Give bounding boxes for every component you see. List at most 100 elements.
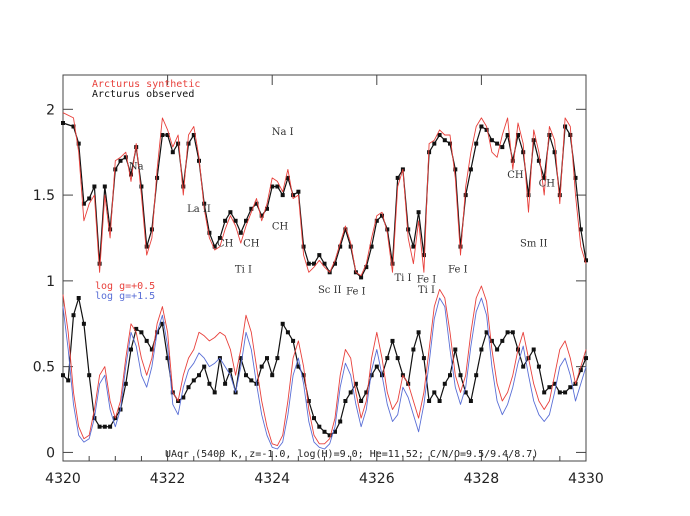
- model-caption: UAqr (5400 K, z=-1.0, log(H)=9.0; He=11.…: [165, 449, 538, 460]
- data-point: [280, 193, 285, 198]
- line-id-label: CH: [217, 239, 234, 250]
- data-point: [181, 184, 186, 189]
- data-point: [495, 141, 500, 146]
- data-point: [510, 158, 515, 163]
- y-tick-label: 1.5: [33, 188, 55, 204]
- data-point: [244, 373, 248, 378]
- data-point: [301, 244, 306, 249]
- data-point: [186, 385, 191, 390]
- data-point: [416, 210, 421, 215]
- line-id-label: Fe I: [448, 264, 467, 275]
- data-point: [244, 218, 248, 223]
- data-point: [427, 399, 432, 403]
- data-point: [557, 390, 562, 395]
- data-point: [144, 244, 149, 249]
- data-point: [97, 261, 102, 266]
- data-point: [468, 167, 473, 172]
- data-point: [291, 193, 296, 198]
- data-point: [484, 127, 489, 132]
- data-point: [573, 175, 578, 180]
- data-point: [301, 373, 306, 378]
- data-point: [254, 201, 259, 206]
- y-tick-label: 0.5: [33, 360, 55, 376]
- data-point: [87, 373, 92, 378]
- data-point: [437, 399, 442, 403]
- data-point: [390, 261, 395, 266]
- data-point: [390, 338, 395, 343]
- data-point: [217, 236, 222, 240]
- data-point: [578, 368, 583, 373]
- line-id-label: Fe I: [346, 287, 365, 298]
- line-id-label: Ti I: [235, 264, 252, 275]
- data-point: [489, 338, 494, 343]
- data-point: [500, 338, 505, 343]
- data-point: [395, 356, 400, 361]
- y-tick-label: 2: [46, 102, 55, 118]
- data-point: [87, 196, 92, 201]
- data-point: [521, 364, 526, 369]
- data-point: [306, 261, 311, 266]
- data-point: [134, 326, 139, 331]
- data-point: [448, 373, 452, 378]
- data-point: [343, 227, 348, 232]
- legend-top-observed: Arcturus observed: [92, 89, 194, 100]
- data-point: [489, 138, 494, 143]
- data-point: [322, 429, 327, 434]
- data-point: [458, 373, 463, 378]
- line-id-label: CH: [539, 179, 556, 190]
- data-point: [442, 138, 447, 143]
- data-point: [359, 399, 364, 403]
- data-point: [265, 206, 269, 211]
- x-tick-label: 4322: [150, 471, 186, 487]
- data-point: [421, 356, 426, 361]
- data-point: [291, 338, 296, 343]
- data-point: [327, 433, 332, 438]
- data-point: [364, 390, 369, 395]
- data-point: [92, 184, 97, 189]
- data-point: [249, 378, 254, 383]
- data-point: [259, 213, 264, 218]
- data-point: [223, 218, 228, 223]
- data-point: [223, 381, 228, 386]
- data-point: [448, 141, 452, 146]
- data-point: [317, 253, 322, 258]
- data-point: [547, 133, 552, 137]
- line-id-label: La II: [187, 204, 211, 215]
- data-point: [385, 356, 390, 361]
- data-point: [108, 424, 113, 429]
- data-point: [416, 330, 421, 335]
- data-point: [411, 244, 416, 249]
- data-point: [81, 201, 86, 206]
- data-point: [542, 390, 547, 395]
- data-point: [453, 167, 458, 172]
- data-point: [176, 141, 181, 146]
- data-point: [348, 244, 353, 249]
- x-tick-label: 4330: [568, 471, 604, 487]
- data-point: [149, 227, 154, 232]
- data-point: [505, 330, 510, 335]
- data-point: [202, 364, 207, 369]
- data-point: [338, 419, 343, 424]
- data-point: [369, 244, 374, 249]
- line-id-label: CH: [507, 170, 524, 181]
- data-point: [212, 390, 217, 395]
- data-point: [437, 133, 442, 137]
- data-point: [129, 172, 133, 177]
- data-point: [270, 184, 275, 189]
- legend-bottom-logg15: log g=+1.5: [95, 291, 155, 302]
- x-tick-label: 4324: [254, 471, 290, 487]
- data-point: [526, 193, 531, 198]
- data-point: [322, 261, 327, 266]
- data-point: [118, 158, 123, 163]
- data-point: [552, 150, 557, 155]
- x-tick-label: 4320: [45, 471, 81, 487]
- data-point: [385, 227, 390, 232]
- data-point: [123, 381, 128, 386]
- data-point: [280, 321, 285, 326]
- data-point: [228, 368, 233, 373]
- line-id-label: CH: [272, 221, 289, 232]
- data-point: [369, 373, 374, 378]
- data-point: [275, 356, 280, 361]
- data-point: [463, 390, 468, 395]
- data-point: [510, 330, 515, 335]
